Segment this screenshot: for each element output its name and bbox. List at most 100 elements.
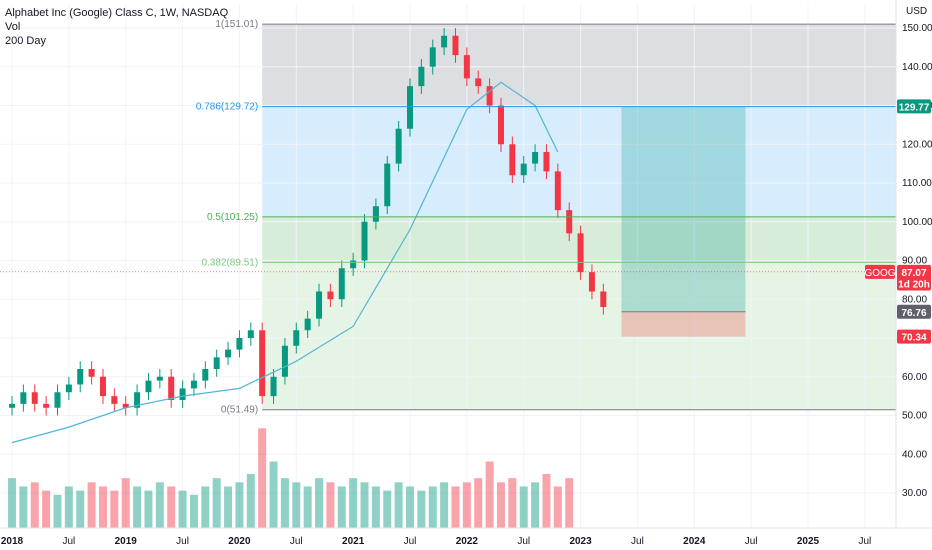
time-tick-label: Jul: [858, 536, 871, 547]
price-tick-label: 30.00: [902, 488, 927, 499]
candle-body: [520, 163, 527, 176]
volume-bar: [485, 461, 494, 528]
price-axis: USD30.0040.0050.0060.0070.0080.0090.0010…: [895, 0, 932, 528]
last-price-badge: 87.07: [901, 268, 926, 279]
volume-bar: [428, 486, 437, 528]
candle-body: [54, 392, 61, 408]
entry-price-badge-bg: [897, 304, 931, 319]
currency-label: USD: [906, 6, 927, 17]
candle-body: [43, 403, 50, 408]
candle-body: [270, 376, 277, 397]
candle-body: [429, 47, 436, 67]
candle-body: [259, 330, 266, 397]
time-axis: 2018 Jul 2019 Jul 2020 Jul 2021 Jul 2022 Jul 2023 J…: [0, 527, 932, 547]
moving-average-200: [11, 81, 559, 444]
volume-bar: [303, 486, 312, 528]
volume-bar: [76, 490, 85, 528]
price-tick-label: 60.00: [902, 372, 927, 383]
candle-body: [407, 86, 413, 129]
last-price-badge-bg: [897, 264, 931, 279]
volume-bars: [8, 428, 574, 528]
fibonacci-zones: [262, 24, 897, 410]
countdown-badge-bg: [897, 276, 931, 291]
volume-bar: [269, 461, 278, 528]
candle-body: [361, 221, 368, 261]
symbol-title: Alphabet Inc (Google) Class C, 1W, NASDA…: [5, 7, 229, 19]
fib-level-label: 0(51.49): [221, 405, 258, 416]
entry-price-badge: 76.76: [901, 308, 926, 319]
candle-body: [509, 144, 516, 176]
price-tick-label: 150.00: [902, 23, 932, 34]
volume-bar: [565, 478, 574, 528]
candle-body: [338, 268, 345, 300]
fib-level-label: 0.786(129.72): [196, 102, 258, 113]
volume-bar: [462, 482, 471, 528]
candle-body: [566, 210, 573, 234]
candle-body: [532, 152, 539, 164]
candle-body: [543, 152, 550, 172]
volume-bar: [121, 478, 130, 528]
candle-body: [225, 349, 232, 358]
volume-bar: [144, 490, 153, 528]
volume-bar: [337, 486, 346, 528]
volume-bar: [133, 486, 142, 528]
candle-body: [9, 403, 15, 408]
candle-body: [452, 35, 459, 56]
volume-bar: [87, 482, 96, 528]
fib-zone: [262, 106, 897, 217]
target-price-badge-bg: [897, 99, 931, 114]
candle-body: [145, 380, 152, 393]
time-tick-label: 2023: [569, 536, 592, 547]
time-tick-label: Jul: [62, 536, 75, 547]
price-tick-label: 100.00: [902, 217, 932, 228]
time-tick-label: 2024: [683, 536, 706, 547]
price-tick-label: 50.00: [902, 411, 927, 422]
candle-body: [281, 345, 288, 377]
time-tick-label: 2021: [342, 536, 365, 547]
candle-body: [588, 272, 595, 292]
volume-bar: [235, 482, 244, 528]
fib-level-label: 1(151.01): [215, 19, 258, 30]
volume-bar: [371, 486, 380, 528]
time-tick-label: 2018: [1, 536, 24, 547]
candle-body: [293, 330, 300, 346]
candle-body: [247, 330, 254, 338]
candle-body: [350, 260, 357, 269]
candle-body: [497, 105, 504, 145]
candle-body: [372, 206, 379, 222]
volume-bar: [258, 428, 267, 528]
volume-bar: [110, 490, 119, 528]
volume-bar: [30, 482, 39, 528]
volume-bar: [474, 478, 483, 528]
volume-bar: [280, 478, 289, 528]
candle-body: [111, 396, 118, 404]
volume-bar: [451, 486, 460, 528]
volume-bar: [212, 478, 221, 528]
time-tick-label: Jul: [290, 536, 303, 547]
volume-bar: [440, 482, 449, 528]
stop-price-badge: 70.34: [901, 333, 926, 344]
volume-bar: [531, 482, 540, 528]
price-candles: [9, 28, 607, 416]
volume-bar: [64, 486, 73, 528]
time-tick-label: 2022: [456, 536, 479, 547]
volume-bar: [406, 486, 414, 528]
volume-bar: [553, 486, 562, 528]
candle-body: [327, 291, 334, 300]
volume-bar: [326, 482, 335, 528]
profit-zone: [621, 106, 746, 312]
volume-bar: [42, 490, 51, 528]
price-tick-label: 110.00: [902, 178, 932, 189]
candle-body: [213, 357, 220, 369]
symbol-badge-bg: [865, 264, 895, 279]
candle-body: [463, 55, 470, 79]
time-tick-label: 2025: [797, 536, 820, 547]
time-tick-label: Jul: [404, 536, 417, 547]
price-tick-label: 90.00: [902, 256, 927, 267]
candle-body: [577, 233, 584, 273]
volume-bar: [8, 478, 16, 528]
ma-200-line: [11, 81, 559, 444]
